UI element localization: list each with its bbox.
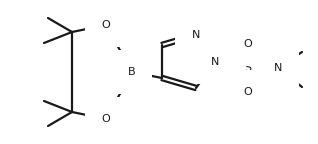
Text: N: N xyxy=(192,30,200,40)
Text: N: N xyxy=(211,57,219,67)
Text: B: B xyxy=(128,67,136,77)
Text: O: O xyxy=(244,39,252,49)
Text: O: O xyxy=(102,20,110,30)
Text: N: N xyxy=(274,63,282,73)
Text: S: S xyxy=(245,63,252,73)
Text: O: O xyxy=(102,114,110,124)
Text: O: O xyxy=(244,87,252,97)
